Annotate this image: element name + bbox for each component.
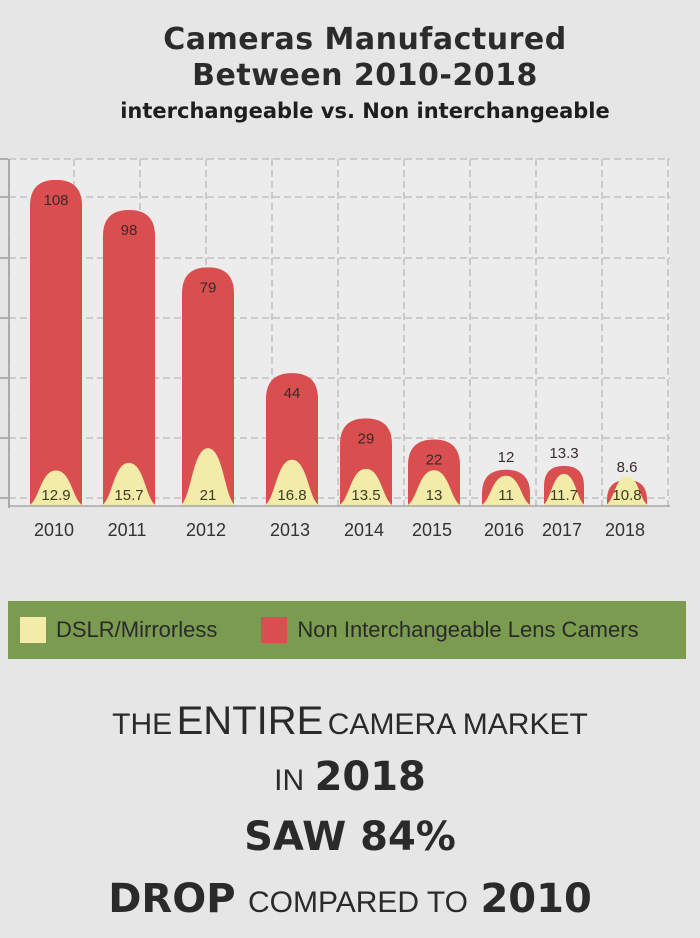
data-label-non-2017: 13.3 <box>549 445 578 462</box>
bar-dslr-2016 <box>478 475 534 506</box>
legend-item-dslr: DSLR/Mirrorless <box>20 617 217 643</box>
data-label-dslr-2017: 11.7 <box>550 487 578 504</box>
x-tick-label-2013: 2013 <box>270 520 310 540</box>
headline-in: IN <box>274 764 305 797</box>
bar-group-2011 <box>99 210 159 506</box>
data-label-non-2011: 98 <box>121 222 138 239</box>
bar-group-2016 <box>478 469 534 506</box>
headline-line-4: DROP COMPARED TO 2010 <box>0 869 700 929</box>
bar-dslr-2014 <box>336 468 396 506</box>
bar-group-2018 <box>603 476 651 506</box>
x-tick-label-2018: 2018 <box>605 520 645 540</box>
legend-label-dslr: DSLR/Mirrorless <box>56 617 218 642</box>
headline-compared-to: COMPARED TO <box>247 886 469 919</box>
chart-title-line-1: Cameras Manufactured <box>163 22 567 57</box>
bar-non-interchangeable-2010 <box>30 179 82 506</box>
bar-non-interchangeable-2013 <box>266 373 318 506</box>
bar-group-2012 <box>178 267 238 506</box>
data-label-dslr-2011: 15.7 <box>114 487 143 504</box>
x-tick-label-2015: 2015 <box>412 520 452 540</box>
x-tick-label-2011: 2011 <box>108 520 147 540</box>
data-label-non-2018: 8.6 <box>617 459 638 476</box>
data-label-dslr-2014: 13.5 <box>351 487 380 504</box>
chart-legend: DSLR/Mirrorless Non Interchangeable Lens… <box>8 601 686 659</box>
bar-dslr-2011 <box>99 462 159 506</box>
bar-non-interchangeable-2012 <box>182 267 234 506</box>
headline-line-1: THE ENTIRE CAMERA MARKET <box>0 695 700 747</box>
headline-line-2: IN 2018 <box>0 749 700 805</box>
chart-title-line-2: Between 2010-2018 <box>192 58 538 93</box>
legend-label-non-interchangeable: Non Interchangeable Lens Camers <box>297 617 639 642</box>
headline-2010: 2010 <box>480 876 592 922</box>
legend-swatch-dslr <box>20 617 46 643</box>
data-label-non-2012: 79 <box>200 279 217 296</box>
legend-item-non-interchangeable: Non Interchangeable Lens Camers <box>261 617 639 643</box>
x-tick-label-2016: 2016 <box>484 520 524 540</box>
bar-group-2010 <box>26 179 86 506</box>
data-label-non-2015: 22 <box>426 452 443 469</box>
data-label-dslr-2012: 21 <box>200 487 217 504</box>
bar-dslr-2013 <box>262 459 322 506</box>
headline-entire: ENTIRE <box>176 699 324 743</box>
headline: THE ENTIRE CAMERA MARKET IN 2018 SAW 84%… <box>0 695 700 929</box>
x-tick-label-2014: 2014 <box>344 520 384 540</box>
x-tick-label-2017: 2017 <box>542 520 582 540</box>
bar-group-2013 <box>262 373 322 506</box>
legend-swatch-non-interchangeable <box>261 617 288 643</box>
bar-dslr-2010 <box>26 470 86 506</box>
data-label-dslr-2016: 11 <box>498 487 514 504</box>
chart-title-block: Cameras Manufactured Between 2010-2018 i… <box>0 22 700 126</box>
x-tick-label-2012: 2012 <box>186 520 226 540</box>
bar-group-2015 <box>404 439 464 506</box>
bar-group-2014 <box>336 418 396 506</box>
headline-drop: DROP <box>108 876 236 922</box>
bar-dslr-2015 <box>404 470 464 506</box>
data-label-dslr-2015: 13 <box>426 487 443 504</box>
data-label-dslr-2018: 10.8 <box>612 487 641 504</box>
data-label-non-2010: 108 <box>43 192 68 209</box>
x-tick-label-2010: 2010 <box>34 520 74 540</box>
bar-chart: 108 12.9 2010 98 15.7 2011 79 21 2012 44 16.8 2013 2… <box>0 158 670 540</box>
data-label-non-2014: 29 <box>358 430 375 447</box>
headline-2018: 2018 <box>314 754 426 800</box>
headline-the: THE <box>112 708 173 741</box>
data-label-dslr-2010: 12.9 <box>41 487 70 504</box>
bar-dslr-2012 <box>178 448 238 506</box>
data-label-non-2016: 12 <box>498 449 515 466</box>
data-label-non-2013: 44 <box>284 385 301 402</box>
chart-subtitle: interchangeable vs. Non interchangeable <box>120 99 610 123</box>
bar-dslr-2017 <box>540 473 588 506</box>
bar-dslr-2018 <box>603 476 651 506</box>
headline-camera-market: CAMERA MARKET <box>327 708 588 741</box>
data-label-dslr-2013: 16.8 <box>277 487 306 504</box>
headline-line-3: SAW 84% <box>244 814 456 860</box>
bar-non-interchangeable-2011 <box>103 210 155 506</box>
bar-group-2017 <box>540 465 588 506</box>
